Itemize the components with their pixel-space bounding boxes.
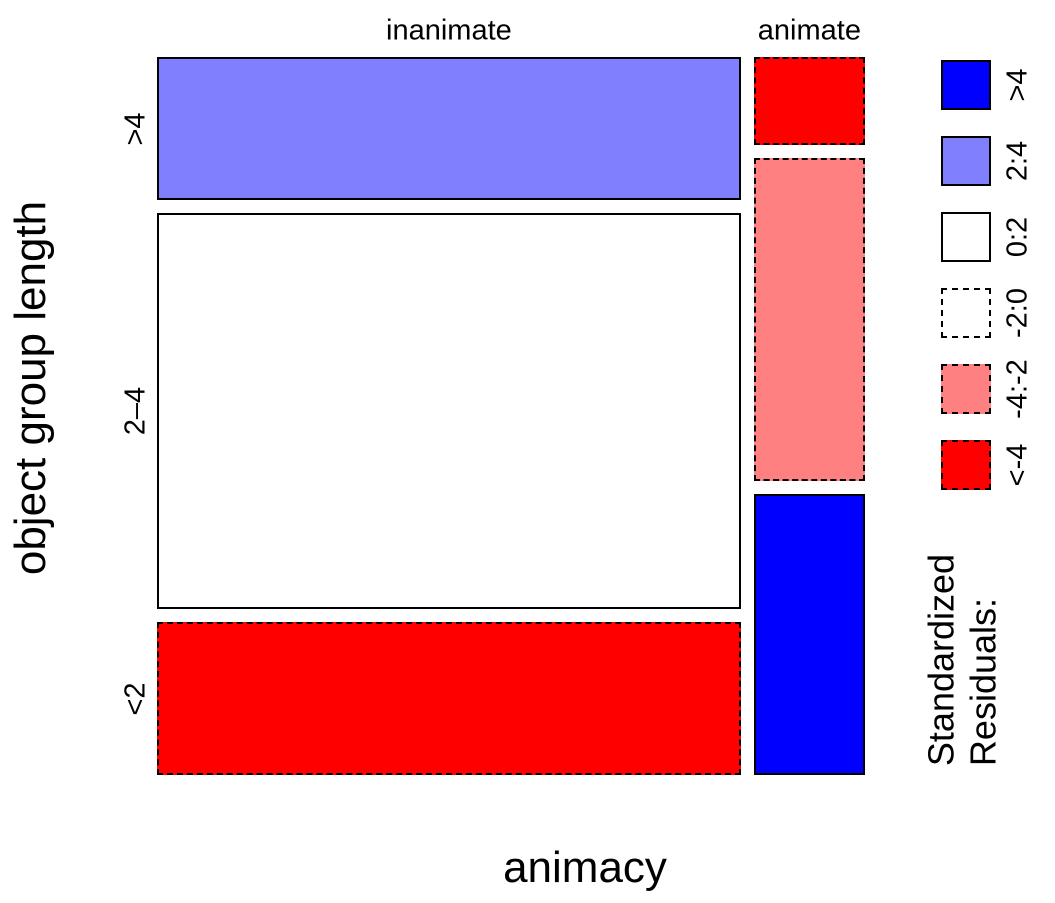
legend-swatch-5 bbox=[941, 440, 991, 490]
row-label-0: >4 bbox=[119, 112, 152, 146]
mosaic-cell-animate-row0 bbox=[753, 57, 865, 145]
mosaic-cell-inanimate-row0 bbox=[157, 57, 741, 201]
row-label-2: <2 bbox=[119, 681, 152, 716]
column-label-inanimate: inanimate bbox=[386, 14, 512, 47]
legend-label-3: -2:0 bbox=[1001, 288, 1034, 338]
legend-title: Standardized Residuals: bbox=[921, 554, 1006, 766]
legend-title-line-1: Standardized bbox=[920, 553, 962, 767]
legend-swatch-0 bbox=[941, 60, 991, 110]
legend-swatch-1 bbox=[941, 136, 991, 186]
mosaic-cell-inanimate-row2 bbox=[157, 622, 741, 775]
column-label-animate: animate bbox=[757, 14, 861, 47]
legend-label-2: 0:2 bbox=[1001, 216, 1034, 258]
mosaic-cell-animate-row2 bbox=[753, 494, 865, 775]
legend-label-5: <-4 bbox=[1001, 443, 1034, 487]
mosaic-cell-animate-row1 bbox=[753, 157, 865, 482]
legend-label-4: -4:-2 bbox=[1001, 359, 1034, 419]
legend-swatch-3 bbox=[941, 288, 991, 338]
legend-swatch-4 bbox=[941, 364, 991, 414]
plot-area bbox=[157, 57, 865, 775]
x-axis-title: animacy bbox=[503, 843, 667, 892]
legend-swatch-2 bbox=[941, 212, 991, 262]
legend-title-line-2: Residuals: bbox=[963, 597, 1004, 767]
y-axis-title: object group length bbox=[6, 200, 55, 576]
legend-label-0: >4 bbox=[1001, 68, 1034, 102]
mosaic-cell-inanimate-row1 bbox=[157, 213, 741, 610]
legend-label-1: 2:4 bbox=[1001, 140, 1034, 182]
row-label-1: 2–4 bbox=[119, 386, 152, 436]
